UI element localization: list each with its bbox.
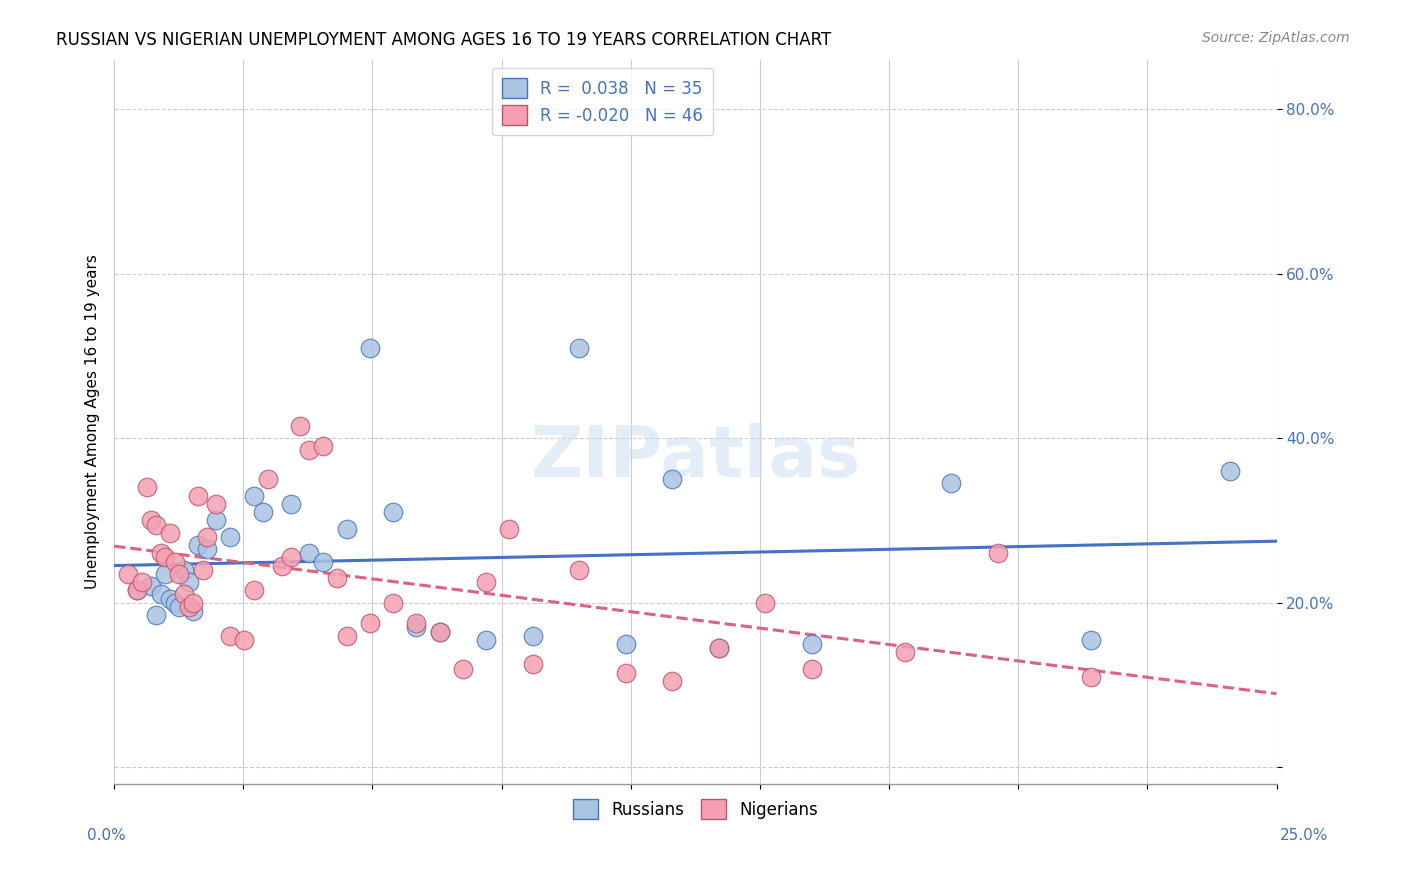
Point [191, 563, 214, 577]
Point [149, 546, 172, 560]
Point [252, 505, 274, 519]
Point [159, 525, 181, 540]
Point [405, 616, 427, 631]
Point [475, 632, 498, 647]
Point [219, 530, 242, 544]
Point [661, 673, 683, 688]
Point [298, 546, 321, 560]
Point [145, 517, 167, 532]
Text: Source: ZipAtlas.com: Source: ZipAtlas.com [1202, 31, 1350, 45]
Point [336, 522, 359, 536]
Point [1080, 670, 1102, 684]
Point [707, 640, 730, 655]
Legend: Russians, Nigerians: Russians, Nigerians [567, 792, 824, 826]
Point [163, 555, 186, 569]
Point [280, 497, 302, 511]
Point [405, 620, 427, 634]
Point [131, 575, 153, 590]
Point [800, 661, 823, 675]
Point [181, 596, 204, 610]
Point [177, 575, 200, 590]
Point [359, 616, 381, 631]
Point [155, 550, 177, 565]
Point [661, 472, 683, 486]
Point [614, 665, 637, 680]
Point [205, 497, 228, 511]
Point [312, 439, 335, 453]
Text: RUSSIAN VS NIGERIAN UNEMPLOYMENT AMONG AGES 16 TO 19 YEARS CORRELATION CHART: RUSSIAN VS NIGERIAN UNEMPLOYMENT AMONG A… [56, 31, 831, 49]
Point [754, 596, 776, 610]
Point [242, 489, 264, 503]
Point [800, 637, 823, 651]
Point [707, 640, 730, 655]
Point [141, 513, 163, 527]
Point [451, 661, 474, 675]
Point [219, 629, 242, 643]
Point [359, 341, 381, 355]
Point [429, 624, 451, 639]
Point [187, 538, 209, 552]
Point [127, 583, 149, 598]
Y-axis label: Unemployment Among Ages 16 to 19 years: Unemployment Among Ages 16 to 19 years [86, 254, 100, 589]
Point [187, 489, 209, 503]
Text: ZIPatlas: ZIPatlas [530, 424, 860, 492]
Point [195, 542, 218, 557]
Point [382, 505, 405, 519]
Point [498, 522, 520, 536]
Point [169, 599, 191, 614]
Point [893, 645, 915, 659]
Point [475, 575, 498, 590]
Point [382, 596, 405, 610]
Point [270, 558, 292, 573]
Point [177, 599, 200, 614]
Point [326, 571, 349, 585]
Point [155, 566, 177, 581]
Text: 0.0%: 0.0% [87, 828, 127, 843]
Point [614, 637, 637, 651]
Point [568, 341, 591, 355]
Point [522, 657, 544, 672]
Point [135, 481, 157, 495]
Point [242, 583, 264, 598]
Point [336, 629, 359, 643]
Point [173, 587, 195, 601]
Point [159, 591, 181, 606]
Point [312, 555, 335, 569]
Point [195, 530, 218, 544]
Point [181, 604, 204, 618]
Point [1080, 632, 1102, 647]
Point [429, 624, 451, 639]
Point [149, 587, 172, 601]
Point [288, 418, 311, 433]
Point [280, 550, 302, 565]
Point [1219, 464, 1241, 478]
Point [145, 608, 167, 623]
Point [256, 472, 278, 486]
Point [233, 632, 256, 647]
Point [127, 583, 149, 598]
Point [163, 596, 186, 610]
Point [117, 566, 139, 581]
Point [141, 579, 163, 593]
Point [987, 546, 1010, 560]
Point [298, 443, 321, 458]
Point [939, 476, 962, 491]
Point [568, 563, 591, 577]
Text: 25.0%: 25.0% [1281, 828, 1329, 843]
Point [522, 629, 544, 643]
Point [169, 566, 191, 581]
Point [205, 513, 228, 527]
Point [173, 563, 195, 577]
